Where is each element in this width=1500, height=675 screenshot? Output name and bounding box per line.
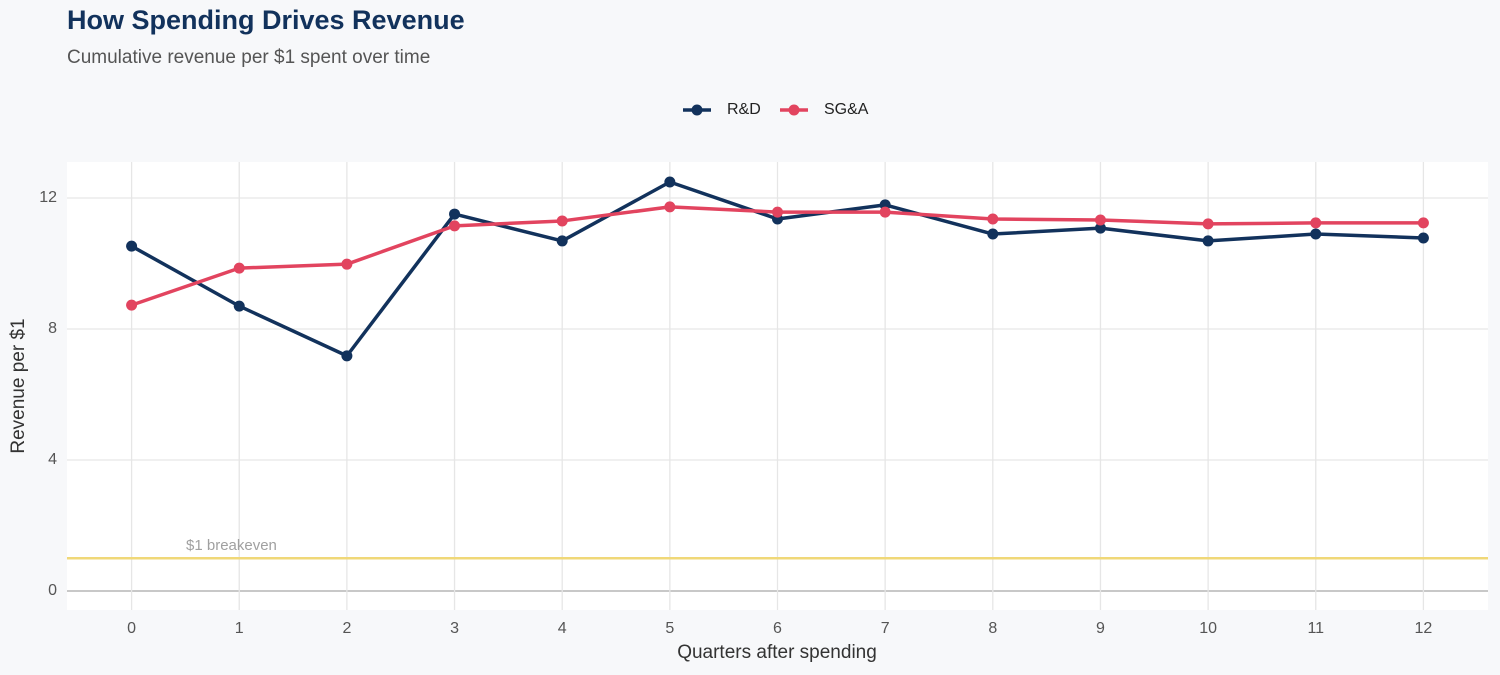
data-point bbox=[1310, 217, 1322, 229]
data-point bbox=[1202, 235, 1214, 247]
data-point bbox=[449, 220, 461, 232]
data-point bbox=[233, 262, 245, 274]
data-point bbox=[664, 176, 676, 188]
x-tick-label: 1 bbox=[235, 620, 244, 637]
data-point bbox=[1310, 228, 1322, 240]
data-point bbox=[987, 213, 999, 225]
x-tick-label: 9 bbox=[1096, 620, 1105, 637]
y-tick-label: 12 bbox=[39, 189, 57, 206]
data-point bbox=[126, 240, 138, 252]
x-tick-label: 6 bbox=[773, 620, 782, 637]
data-point bbox=[556, 235, 568, 247]
data-point bbox=[341, 258, 353, 270]
data-point bbox=[556, 215, 568, 227]
data-point bbox=[341, 350, 353, 362]
x-tick-label: 8 bbox=[988, 620, 997, 637]
legend-swatch bbox=[788, 104, 800, 116]
legend-swatch bbox=[691, 104, 703, 116]
x-tick-label: 5 bbox=[665, 620, 674, 637]
x-tick-label: 4 bbox=[558, 620, 567, 637]
x-tick-label: 2 bbox=[342, 620, 351, 637]
legend-label: R&D bbox=[727, 101, 761, 118]
data-point bbox=[1417, 232, 1429, 244]
x-tick-label: 7 bbox=[881, 620, 890, 637]
y-axis-label: Revenue per $1 bbox=[8, 318, 29, 453]
data-point bbox=[664, 201, 676, 213]
x-tick-label: 12 bbox=[1415, 620, 1433, 637]
data-point bbox=[772, 206, 783, 218]
x-tick-label: 0 bbox=[127, 620, 136, 637]
data-point bbox=[1094, 222, 1106, 234]
data-point bbox=[879, 206, 891, 218]
data-point bbox=[1202, 218, 1214, 230]
x-tick-label: 3 bbox=[450, 620, 459, 637]
legend-label: SG&A bbox=[824, 101, 869, 118]
chart-subtitle: Cumulative revenue per $1 spent over tim… bbox=[67, 47, 430, 68]
y-tick-label: 4 bbox=[48, 451, 57, 468]
reference-label: $1 breakeven bbox=[186, 537, 277, 554]
y-tick-label: 0 bbox=[48, 582, 57, 599]
data-point bbox=[126, 299, 138, 311]
data-point bbox=[987, 228, 999, 240]
x-tick-label: 10 bbox=[1199, 620, 1217, 637]
y-tick-label: 8 bbox=[48, 320, 57, 337]
data-point bbox=[449, 208, 461, 220]
data-point bbox=[1417, 217, 1429, 229]
x-axis-label: Quarters after spending bbox=[677, 642, 877, 663]
chart-title: How Spending Drives Revenue bbox=[67, 5, 465, 35]
x-tick-label: 11 bbox=[1307, 620, 1324, 637]
data-point bbox=[233, 300, 245, 312]
data-point bbox=[1094, 214, 1106, 226]
